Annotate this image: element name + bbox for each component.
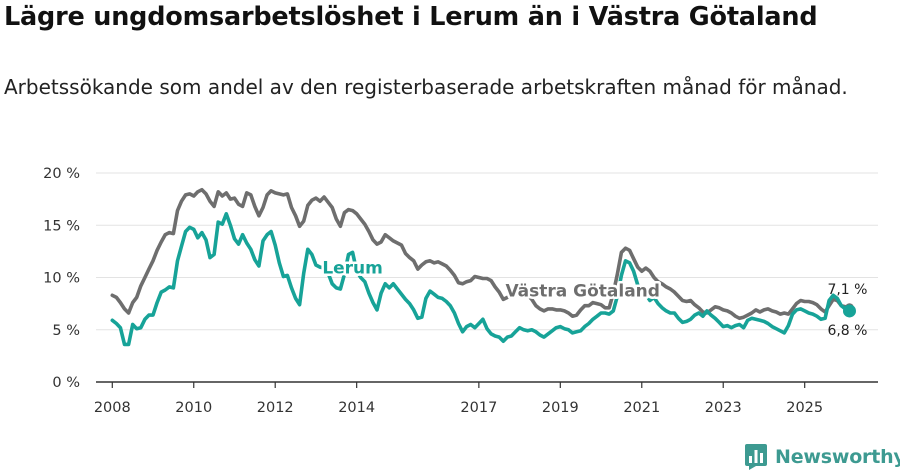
bar-chart-document-icon <box>745 444 767 470</box>
series-lines <box>110 187 856 347</box>
x-tick-label: 2021 <box>623 400 660 416</box>
x-tick-label: 2010 <box>175 400 212 416</box>
x-tick-label: 2019 <box>542 400 579 416</box>
y-tick-label: 10 % <box>43 271 80 287</box>
y-axis-tick-labels: 0 % 5 % 10 % 15 % 20 % <box>43 166 80 391</box>
chart-subtitle: Arbetssökande som andel av den registerb… <box>4 75 848 99</box>
x-tick-label: 2025 <box>786 400 823 416</box>
y-tick-label: 15 % <box>43 218 80 234</box>
series-line-v-stra-g-taland <box>110 187 852 321</box>
x-tick-label: 2014 <box>338 400 375 416</box>
chart-title: Lägre ungdomsarbetslöshet i Lerum än i V… <box>4 2 818 32</box>
y-tick-label: 5 % <box>52 323 80 339</box>
x-tick-label: 2017 <box>460 400 497 416</box>
newsworthy-logo: Newsworthy <box>745 444 900 470</box>
brand-name: Newsworthy <box>775 446 900 468</box>
y-tick-label: 0 % <box>52 375 80 391</box>
end-value-lerum: 6,8 % <box>827 323 867 339</box>
end-value-v-stra-g-taland: 7,1 % <box>827 282 867 298</box>
series-label-lerum: Lerum <box>322 258 383 278</box>
series-label-v-stra-g-taland: Västra Götaland <box>505 281 660 301</box>
y-tick-label: 20 % <box>43 166 80 182</box>
x-axis-tick-labels: 2008 2010 2012 2014 2017 2019 2021 2023 2025 <box>94 400 823 416</box>
series-labels: Västra Götaland 7,1 % Lerum 6,8 % <box>320 256 868 339</box>
x-tick-label: 2012 <box>257 400 294 416</box>
x-tick-label: 2008 <box>94 400 131 416</box>
end-point-lerum <box>842 304 856 318</box>
series-line-lerum <box>110 212 852 347</box>
x-axis <box>96 381 878 388</box>
x-tick-label: 2023 <box>705 400 742 416</box>
